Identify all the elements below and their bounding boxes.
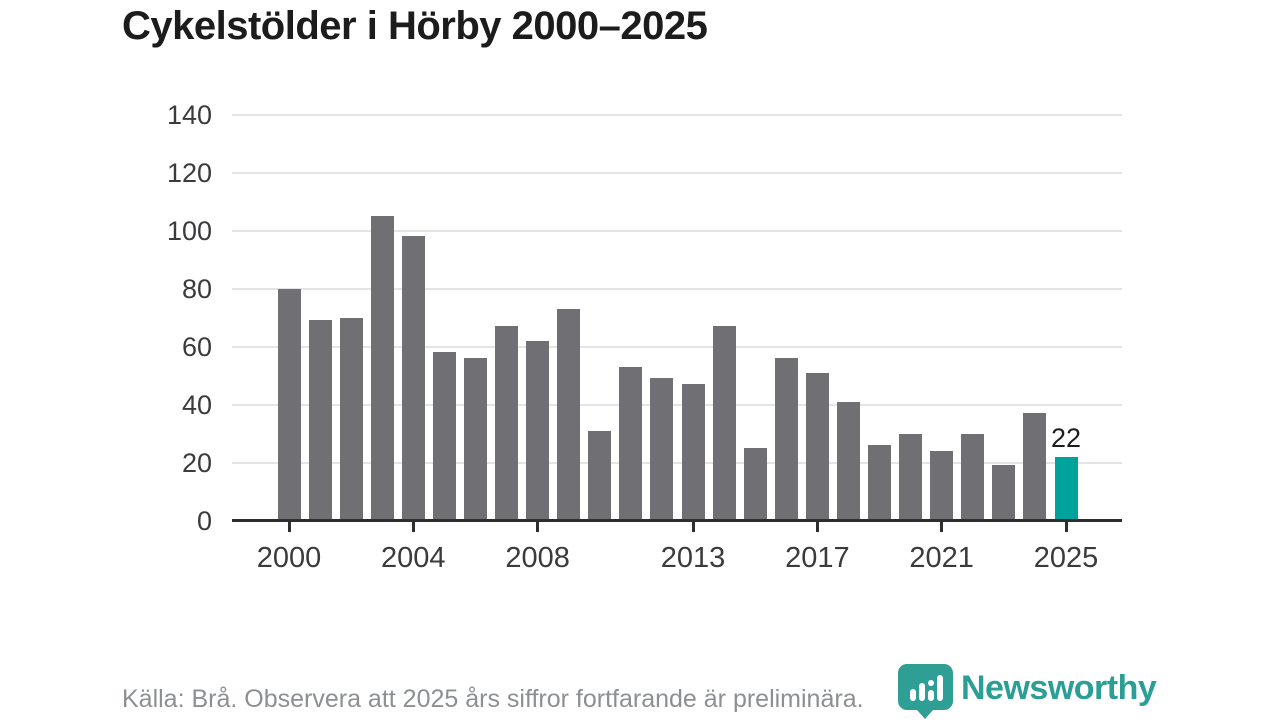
gridline-120	[232, 171, 1122, 174]
bar-2016	[774, 358, 798, 520]
bar-2001	[308, 320, 332, 520]
gridline-20	[232, 461, 1122, 464]
y-axis-label-140: 140	[166, 99, 212, 130]
bar-chart-pin-icon	[898, 664, 953, 719]
bar-2017	[805, 372, 829, 520]
logo-wordmark: Newsworthy	[961, 669, 1157, 707]
bar-2021	[930, 450, 954, 520]
x-axis-label-2004: 2004	[381, 542, 446, 574]
bar-2009	[557, 308, 581, 520]
x-tick-2004	[411, 521, 415, 532]
x-axis-label-2013: 2013	[660, 542, 726, 574]
y-axis-label-120: 120	[166, 157, 212, 188]
x-tick-2000	[287, 521, 291, 532]
bar-2007	[495, 326, 519, 520]
bar-2022	[961, 433, 985, 520]
x-tick-2017	[815, 521, 819, 532]
bar-2002	[339, 317, 363, 520]
y-axis-label-40: 40	[181, 389, 212, 420]
gridline-140	[232, 113, 1122, 116]
gridline-60	[232, 345, 1122, 348]
bar-2023	[992, 465, 1016, 520]
y-axis-label-20: 20	[181, 447, 212, 478]
bar-2010	[588, 430, 612, 520]
bar-2004	[401, 236, 425, 520]
y-axis-label-60: 60	[181, 331, 212, 362]
x-tick-2008	[536, 521, 540, 532]
highlight-value-label: 22	[1050, 422, 1082, 453]
y-axis-label-80: 80	[181, 273, 212, 304]
bar-2000	[277, 288, 301, 520]
bar-2025-highlighted	[1054, 456, 1078, 520]
x-axis-label-2017: 2017	[785, 542, 850, 574]
bar-2013	[681, 384, 705, 520]
bar-2011	[619, 366, 643, 520]
x-tick-2025	[1064, 521, 1068, 532]
bar-2006	[463, 358, 487, 520]
bar-2005	[432, 352, 456, 520]
bar-2018	[836, 401, 860, 520]
bar-2003	[370, 216, 394, 520]
bar-2019	[868, 445, 892, 520]
gridline-100	[232, 229, 1122, 232]
bar-2008	[526, 340, 550, 520]
bar-2014	[712, 326, 736, 520]
chart-title: Cykelstölder i Hörby 2000–2025	[122, 4, 708, 48]
newsworthy-logo: Newsworthy	[897, 663, 1157, 719]
bar-2020	[899, 433, 923, 520]
gridline-40	[232, 403, 1122, 406]
y-axis-label-0: 0	[196, 505, 212, 536]
bar-2015	[743, 448, 767, 520]
x-axis-label-2000: 2000	[256, 542, 322, 574]
source-note: Källa: Brå. Observera att 2025 års siffr…	[122, 685, 864, 713]
x-axis-label-2008: 2008	[505, 542, 570, 574]
x-tick-2013	[691, 521, 695, 532]
x-axis-label-2021: 2021	[909, 542, 974, 574]
x-axis-line	[232, 519, 1122, 522]
x-tick-2021	[940, 521, 944, 532]
y-axis-label-100: 100	[166, 215, 212, 246]
gridline-80	[232, 287, 1122, 290]
bar-2012	[650, 378, 674, 520]
bar-2024	[1023, 413, 1047, 520]
x-axis-label-2025: 2025	[1033, 542, 1099, 574]
